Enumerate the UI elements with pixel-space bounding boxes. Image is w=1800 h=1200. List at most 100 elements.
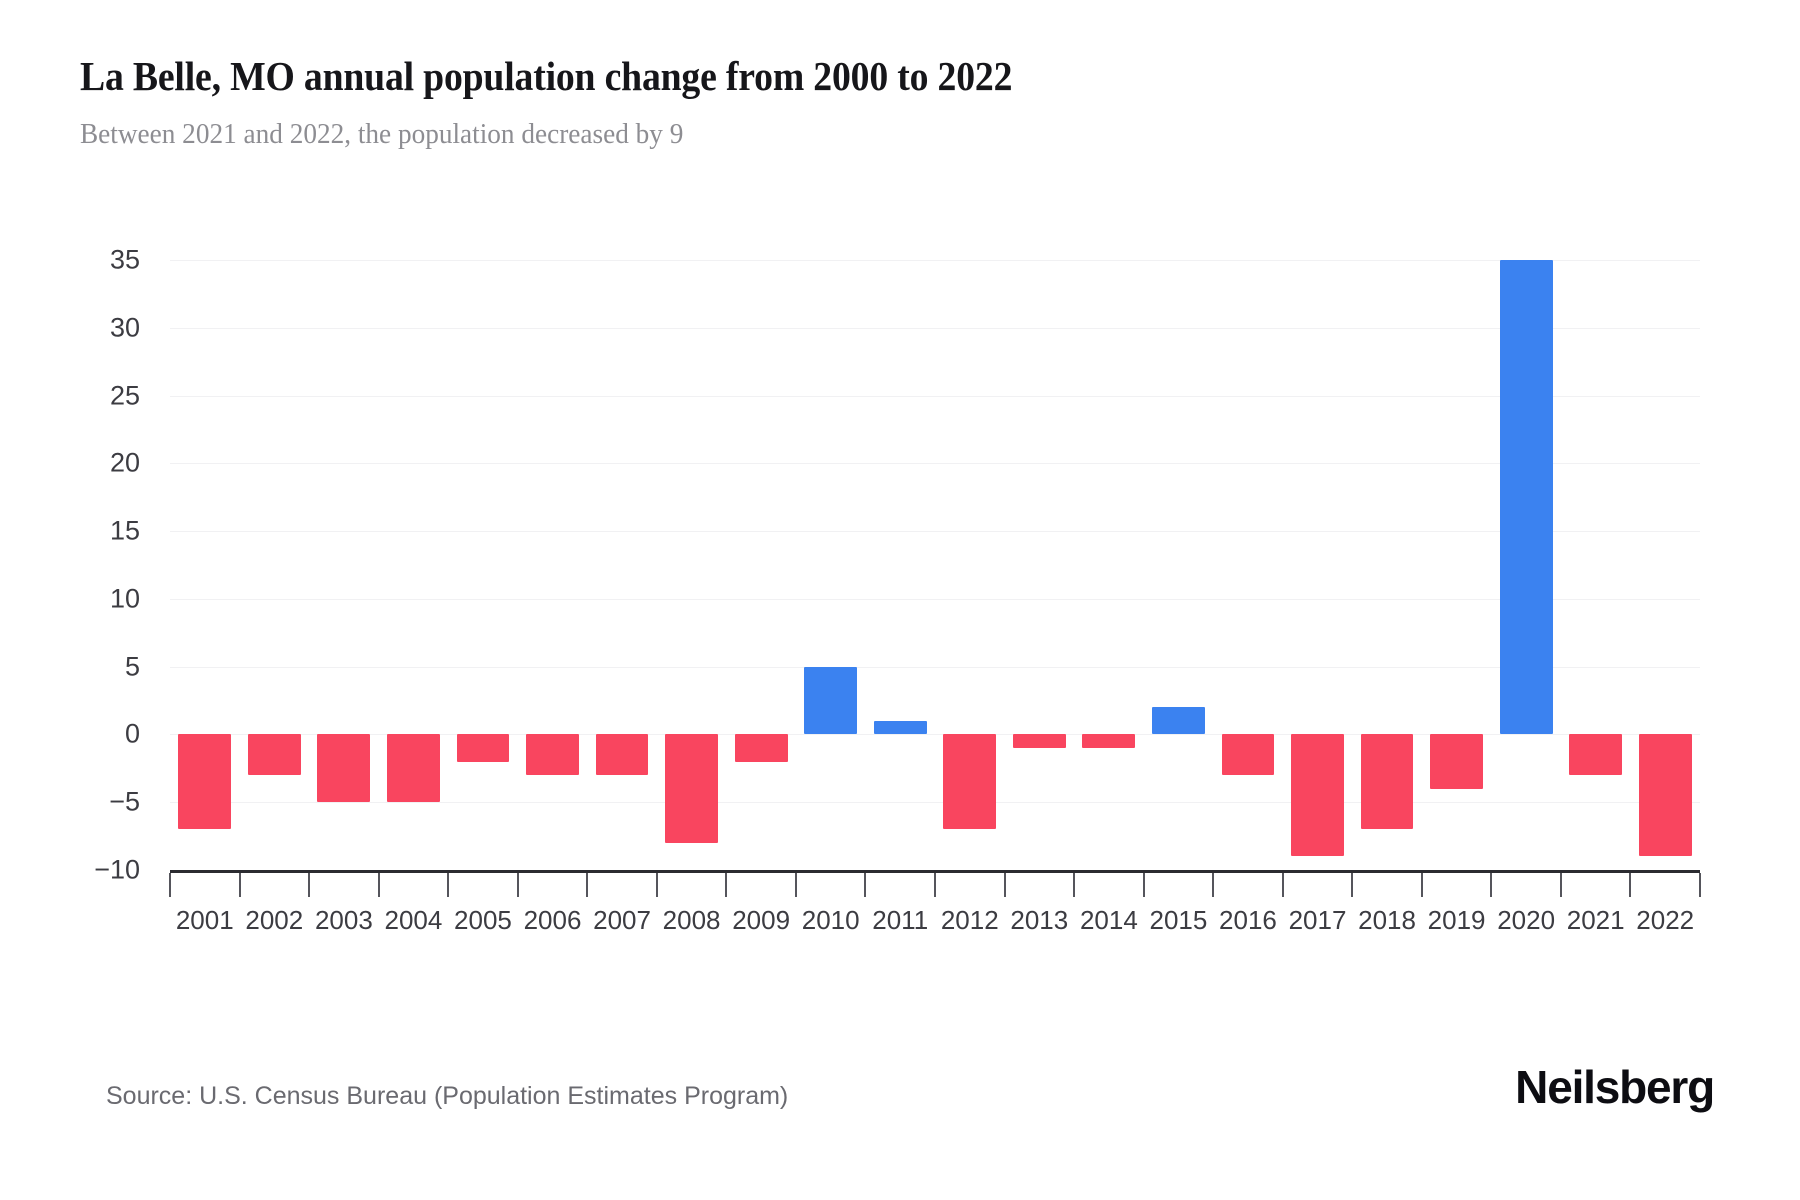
x-axis-tick	[934, 873, 936, 897]
x-axis-tick	[1281, 873, 1284, 897]
x-axis-tick	[1003, 873, 1006, 897]
bar-slot	[448, 260, 518, 870]
x-axis-tick-label: 2013	[1010, 905, 1069, 935]
bar[interactable]	[1638, 734, 1692, 857]
x-axis-tick	[1559, 873, 1562, 897]
bar[interactable]	[386, 734, 440, 803]
x-axis-tick-label: 2003	[314, 905, 373, 935]
bar[interactable]	[1082, 734, 1136, 748]
bar-series	[170, 260, 1700, 870]
x-axis-tick-label: 2018	[1358, 905, 1416, 935]
bar[interactable]	[317, 734, 371, 803]
x-axis-tick	[655, 873, 658, 897]
bar-slot	[1491, 260, 1561, 870]
bar-slot	[935, 260, 1005, 870]
x-axis-tick-label: 2005	[454, 905, 512, 935]
x-axis-tick-label: 2009	[732, 905, 791, 935]
bar-slot	[726, 260, 796, 870]
x-axis-tick	[794, 873, 797, 897]
x-axis-tick	[1420, 873, 1423, 897]
y-axis-tick-label: 5	[124, 651, 140, 682]
bar[interactable]	[734, 734, 788, 762]
bar[interactable]	[1012, 734, 1066, 748]
bar-slot	[657, 260, 727, 870]
x-axis-tick-label: 2015	[1149, 905, 1208, 935]
x-axis-tick	[238, 873, 241, 897]
bar[interactable]	[456, 734, 510, 762]
y-axis-tick-label: 10	[109, 583, 140, 614]
bar-slot	[796, 260, 866, 870]
plot-inner	[170, 260, 1700, 871]
bar[interactable]	[1430, 734, 1483, 789]
x-axis-tick	[447, 873, 450, 897]
bar[interactable]	[1499, 260, 1553, 735]
bar[interactable]	[1360, 734, 1414, 830]
y-axis-tick-label: 20	[109, 447, 140, 478]
bar-slot	[1422, 260, 1492, 870]
chart-subtitle: Between 2021 and 2022, the population de…	[80, 118, 684, 151]
x-axis-tick-label: 2021	[1566, 905, 1625, 935]
x-axis-tick	[725, 873, 728, 897]
source-note: Source: U.S. Census Bureau (Population E…	[106, 1082, 789, 1110]
x-axis-tick-label: 2004	[384, 905, 443, 935]
x-axis-tick	[1351, 873, 1354, 897]
bar[interactable]	[1151, 707, 1205, 735]
y-axis-tick-label: 30	[109, 312, 140, 343]
x-axis-tick-label: 2012	[940, 905, 999, 935]
x-axis-tick-label: 2002	[245, 905, 304, 935]
bar[interactable]	[1221, 734, 1275, 776]
x-axis-ticks	[169, 873, 1701, 899]
x-axis-tick-label: 2008	[662, 905, 721, 935]
bar-slot	[309, 260, 379, 870]
x-axis-tick	[586, 873, 589, 897]
bar-slot	[1144, 260, 1214, 870]
bar-slot	[170, 260, 240, 870]
x-axis-tick-label: 2001	[175, 905, 234, 935]
x-axis-tick-label: 2011	[872, 905, 929, 935]
bar-slot	[587, 260, 657, 870]
bar[interactable]	[595, 734, 649, 776]
bar-slot	[240, 260, 310, 870]
bar-slot	[379, 260, 449, 870]
x-axis-labels: 2001 2002 2003 2004 2005 2006 2007 2008 2009 2010…	[170, 905, 1700, 945]
x-axis-tick	[169, 873, 171, 897]
y-axis-tick-label: 25	[109, 380, 140, 411]
bar[interactable]	[1291, 734, 1344, 857]
bar-slot	[1283, 260, 1353, 870]
bar[interactable]	[526, 734, 579, 776]
y-axis-tick-label: 0	[124, 718, 140, 749]
x-axis-line	[170, 870, 1700, 873]
x-axis-tick-label: 2022	[1636, 905, 1695, 935]
x-axis-tick	[1073, 873, 1076, 897]
x-axis-tick-label: 2019	[1427, 905, 1486, 935]
brand-logo: Neilsberg	[1515, 1061, 1715, 1113]
y-axis-labels: 35 30 25 20 15 10 5 0 −5 −10	[0, 245, 170, 885]
x-axis-tick-label: 2020	[1497, 905, 1556, 935]
x-axis-tick	[377, 873, 380, 897]
chart-plot-area: 35 30 25 20 15 10 5 0 −5 −10 2001 2002 2003 2004 2005…	[0, 215, 1800, 935]
x-axis-tick-label: 2017	[1288, 905, 1347, 935]
bar-slot	[1074, 260, 1144, 870]
x-axis-tick-label: 2007	[593, 905, 651, 935]
y-axis-tick-label: −10	[94, 854, 140, 885]
bar-slot	[518, 260, 588, 870]
bar[interactable]	[1569, 734, 1623, 776]
y-axis-tick-label: 35	[109, 244, 140, 275]
bar-slot	[1352, 260, 1422, 870]
bar[interactable]	[873, 720, 927, 735]
x-axis-tick	[1699, 873, 1701, 897]
y-axis-tick-label: −5	[109, 786, 140, 817]
bar[interactable]	[247, 734, 301, 776]
x-axis-tick-label: 2006	[523, 905, 582, 935]
bar[interactable]	[665, 734, 718, 843]
bar[interactable]	[943, 734, 997, 830]
x-axis-tick	[864, 873, 867, 897]
bar-slot	[1213, 260, 1283, 870]
bar[interactable]	[804, 666, 858, 735]
x-axis-tick-label: 2016	[1219, 905, 1277, 935]
x-axis-tick-label: 2014	[1079, 905, 1138, 935]
bar[interactable]	[178, 734, 232, 830]
x-axis-tick	[1490, 873, 1493, 897]
chart-header: La Belle, MO annual population change fr…	[80, 52, 1720, 151]
